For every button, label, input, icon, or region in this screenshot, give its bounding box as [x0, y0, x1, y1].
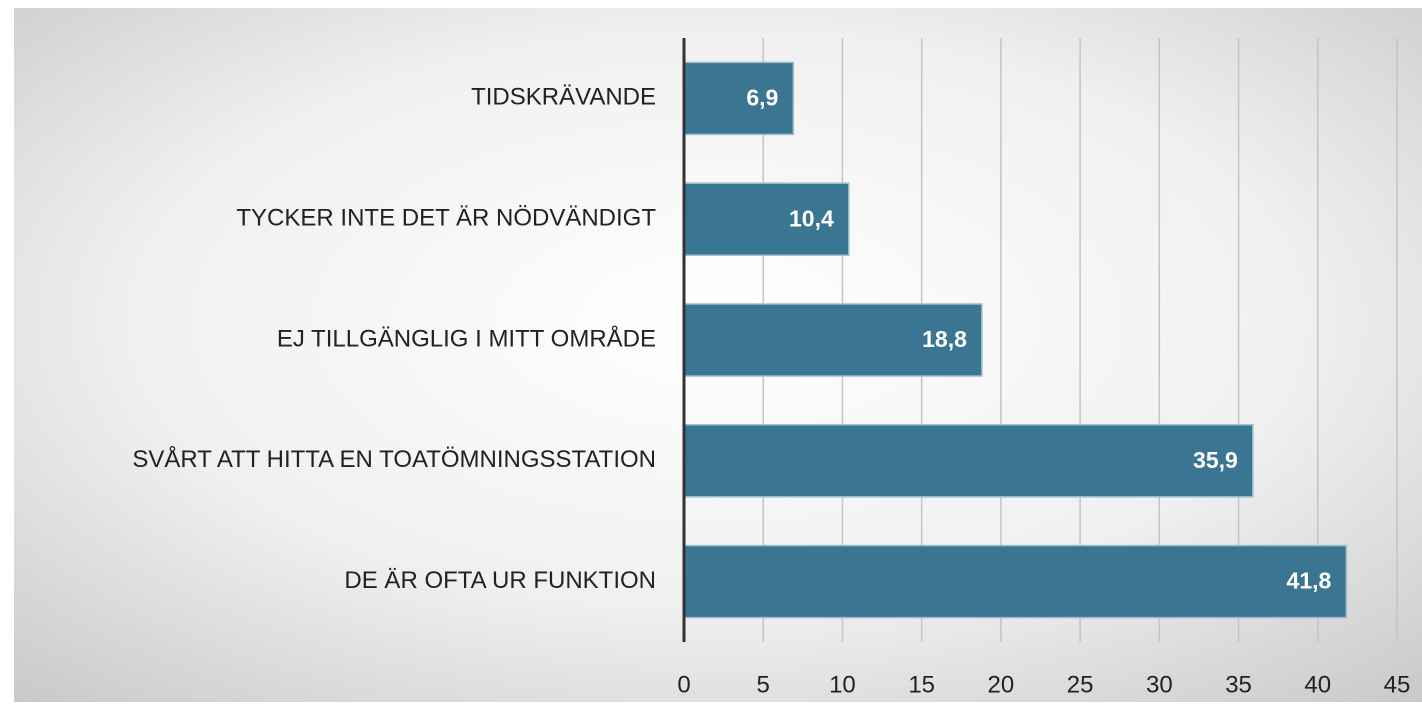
- value-label: 41,8: [1287, 568, 1332, 594]
- x-tick-label: 30: [1146, 671, 1173, 698]
- category-label: EJ TILLGÄNGLIG I MITT OMRÅDE: [277, 324, 656, 352]
- value-label: 10,4: [789, 205, 834, 231]
- category-label: DE ÄR OFTA UR FUNKTION: [344, 567, 656, 594]
- value-label: 35,9: [1193, 447, 1238, 473]
- bar: [683, 182, 850, 256]
- bar: [683, 303, 983, 377]
- category-label: TIDSKRÄVANDE: [471, 84, 656, 111]
- x-tick-label: 5: [757, 671, 770, 698]
- category-label: SVÅRT ATT HITTA EN TOATÖMNINGSSTATION: [132, 445, 656, 473]
- bar: [683, 544, 1348, 619]
- x-tick-label: 35: [1225, 671, 1252, 698]
- x-tick-label: 45: [1384, 671, 1411, 698]
- x-tick-label: 20: [988, 671, 1015, 698]
- x-tick-label: 15: [908, 671, 935, 698]
- bar: [683, 424, 1254, 498]
- value-label: 6,9: [746, 84, 778, 110]
- x-tick-label: 40: [1304, 671, 1331, 698]
- x-tick-label: 10: [829, 671, 856, 698]
- bar: [683, 61, 795, 136]
- x-tick-label: 25: [1067, 671, 1094, 698]
- category-label: TYCKER INTE DET ÄR NÖDVÄNDIGT: [236, 205, 656, 232]
- value-label: 18,8: [922, 326, 967, 352]
- x-tick-label: 0: [677, 671, 690, 698]
